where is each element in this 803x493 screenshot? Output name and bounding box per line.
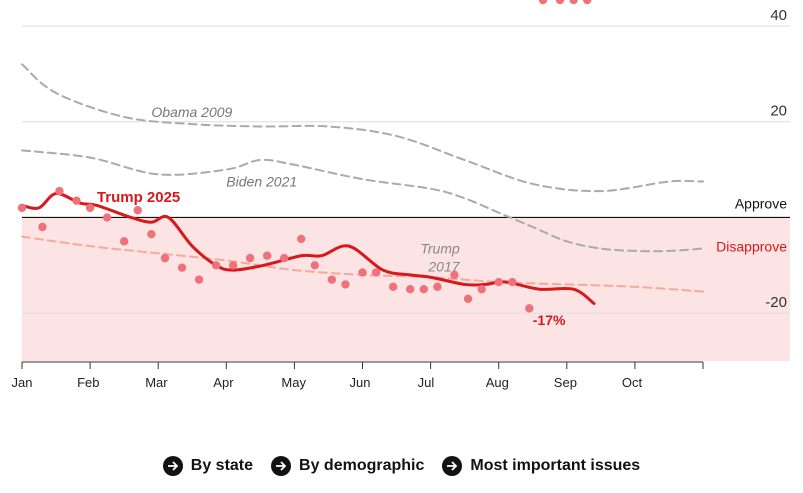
poll-point [297,234,306,244]
poll-point [569,0,578,5]
poll-point [583,0,592,5]
navigation-links: By state By demographic Most important i… [0,456,803,476]
poll-point [262,251,272,260]
by-state-link[interactable]: By state [162,456,254,476]
poll-point [371,268,381,277]
annotation-trump-2025: Trump 2025 [97,189,180,206]
x-tick-label: Sep [554,375,577,390]
poll-point [358,268,367,277]
poll-point [525,304,534,313]
poll-point [133,206,142,215]
poll-point [555,0,565,5]
by-state-label: By state [190,457,254,474]
annotation--17-: -17% [533,312,566,328]
disapprove-label: Disapprove [716,238,787,254]
poll-point [177,263,187,272]
x-tick-label: Aug [486,375,509,390]
poll-point [388,282,398,292]
poll-point [433,282,442,292]
arrow-right-icon [271,456,292,476]
poll-point [17,203,27,213]
x-tick-label: May [281,375,306,390]
poll-point [310,261,320,270]
poll-point [147,229,156,239]
poll-point [55,186,64,196]
x-tick-label: Mar [145,375,168,390]
y-tick-label: 20 [770,103,787,120]
annotation-trump-2017-line2: 2017 [427,258,460,274]
poll-point [245,253,255,263]
poll-point [279,253,289,263]
x-tick-label: Jun [350,375,371,390]
line-obama-2009 [21,63,704,193]
approve-label: Approve [735,195,787,211]
poll-point [38,222,47,232]
poll-point [211,261,221,270]
poll-point [538,0,548,5]
x-tick-label: Oct [622,375,643,390]
poll-point [228,261,238,270]
poll-point [477,285,486,294]
annotation-biden-2021: Biden 2021 [226,173,297,189]
poll-point [494,277,503,287]
poll-point [508,277,517,287]
y-tick-label: -20 [765,294,787,311]
by-demographic-link[interactable]: By demographic [271,456,424,476]
poll-point [72,196,81,205]
line-biden-2021 [21,149,704,253]
by-demographic-label: By demographic [299,457,425,474]
poll-point [463,294,473,303]
arrow-right-icon [162,456,183,476]
poll-point [327,275,337,284]
annotation-trump-2017-line1: Trump [420,240,460,256]
arrow-right-icon [442,456,463,476]
most-important-issues-link[interactable]: Most important issues [442,456,640,476]
x-tick-label: Jan [12,375,33,390]
approval-chart: 40 20 -20 Approve Disapprove Obama 2009 Biden … [12,0,790,390]
poll-point [405,285,415,294]
poll-point [119,237,129,246]
poll-point [85,203,95,213]
most-important-issues-label: Most important issues [470,457,641,474]
poll-point [419,285,428,294]
y-tick-label: 40 [770,7,787,24]
x-tick-label: Apr [213,375,234,390]
poll-point [450,270,459,280]
poll-point [160,253,170,263]
poll-point [341,280,350,289]
annotation-obama-2009: Obama 2009 [151,104,232,120]
x-tick-label: Jul [418,375,435,390]
poll-point [102,213,112,222]
poll-point [194,275,204,284]
x-tick-label: Feb [77,375,99,390]
